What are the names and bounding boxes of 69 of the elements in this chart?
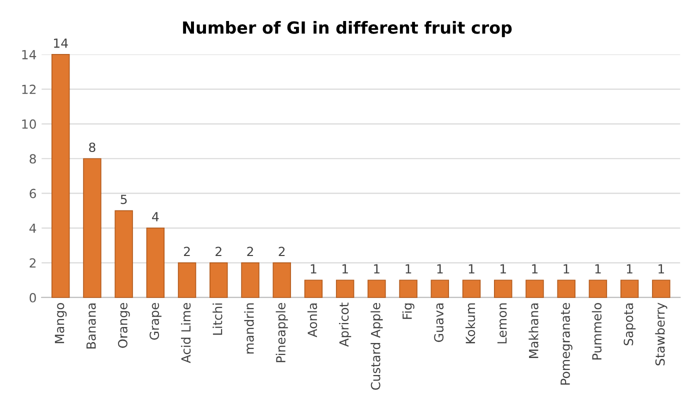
bar: [557, 280, 576, 298]
x-tick-label: Pomegranate: [560, 303, 572, 385]
data-label: 1: [500, 264, 506, 274]
x-tick-label: Banana: [86, 303, 96, 349]
data-label: 1: [626, 264, 632, 274]
x-tick-label: Orange: [118, 303, 130, 348]
x-tick-label: mandrin: [244, 303, 254, 354]
x-tick-label: Custard Apple: [370, 303, 383, 390]
bar: [304, 280, 323, 298]
data-label: 14: [54, 38, 68, 48]
x-tick-label: Acid Lime: [180, 303, 191, 364]
bar: [620, 280, 639, 298]
y-tick-label: 10: [22, 119, 36, 129]
bar: [430, 280, 450, 298]
x-tick-label: Apricot: [339, 302, 352, 347]
y-tick-label: 14: [22, 50, 36, 60]
x-tick-label: Lemon: [497, 303, 507, 344]
chart-title: Number of GI in different fruit crop: [183, 20, 512, 38]
y-tick-label: 8: [30, 154, 36, 164]
x-tick-label: Pineapple: [276, 303, 288, 362]
bar: [368, 280, 386, 298]
x-tick-label: Guava: [434, 303, 444, 342]
bar: [462, 280, 481, 298]
data-label: 1: [374, 264, 380, 274]
data-label: 1: [658, 264, 664, 274]
x-tick-label: Kokum: [465, 303, 476, 344]
x-tick-label: Grape: [150, 303, 162, 340]
x-tick-label: Aonla: [307, 303, 318, 338]
x-tick-label: Fig: [402, 303, 414, 319]
data-label: 1: [437, 264, 443, 274]
bar: [241, 262, 260, 298]
data-label: 1: [532, 264, 538, 274]
data-label: 5: [120, 194, 127, 204]
x-tick-label: Stawberry: [655, 302, 668, 366]
data-label: 1: [310, 264, 316, 274]
data-label: 1: [342, 264, 348, 274]
bar: [652, 280, 670, 298]
bar: [494, 280, 512, 298]
data-label: 1: [564, 264, 570, 274]
data-label: 2: [216, 246, 222, 256]
x-tick-label: Pummelo: [592, 303, 602, 360]
y-tick-label: 6: [30, 188, 36, 198]
x-tick-label: Mango: [54, 303, 67, 344]
x-tick-label: Sapota: [624, 303, 636, 346]
bar: [399, 280, 418, 298]
y-tick-label: 0: [30, 292, 36, 302]
bar: [83, 158, 102, 298]
bar: [51, 54, 70, 298]
data-label: 1: [468, 264, 474, 274]
bar: [272, 262, 291, 298]
data-label: 2: [247, 246, 253, 256]
bar: [526, 280, 544, 298]
bar: [336, 280, 354, 298]
data-label: 1: [406, 264, 412, 274]
bar: [588, 280, 608, 298]
y-tick-label: 4: [29, 224, 36, 233]
bar: [210, 262, 228, 298]
bar: [114, 210, 133, 298]
y-tick-label: 2: [30, 258, 36, 268]
x-tick-label: Makhana: [528, 303, 538, 358]
bar: [178, 262, 196, 298]
data-label: 4: [152, 212, 159, 222]
data-label: 2: [184, 246, 190, 256]
x-tick-label: Litchi: [212, 304, 222, 335]
data-label: 1: [595, 264, 601, 274]
data-label: 8: [89, 142, 96, 152]
data-label: 2: [278, 246, 285, 256]
bar: [146, 228, 165, 298]
y-tick-label: 12: [22, 84, 36, 94]
